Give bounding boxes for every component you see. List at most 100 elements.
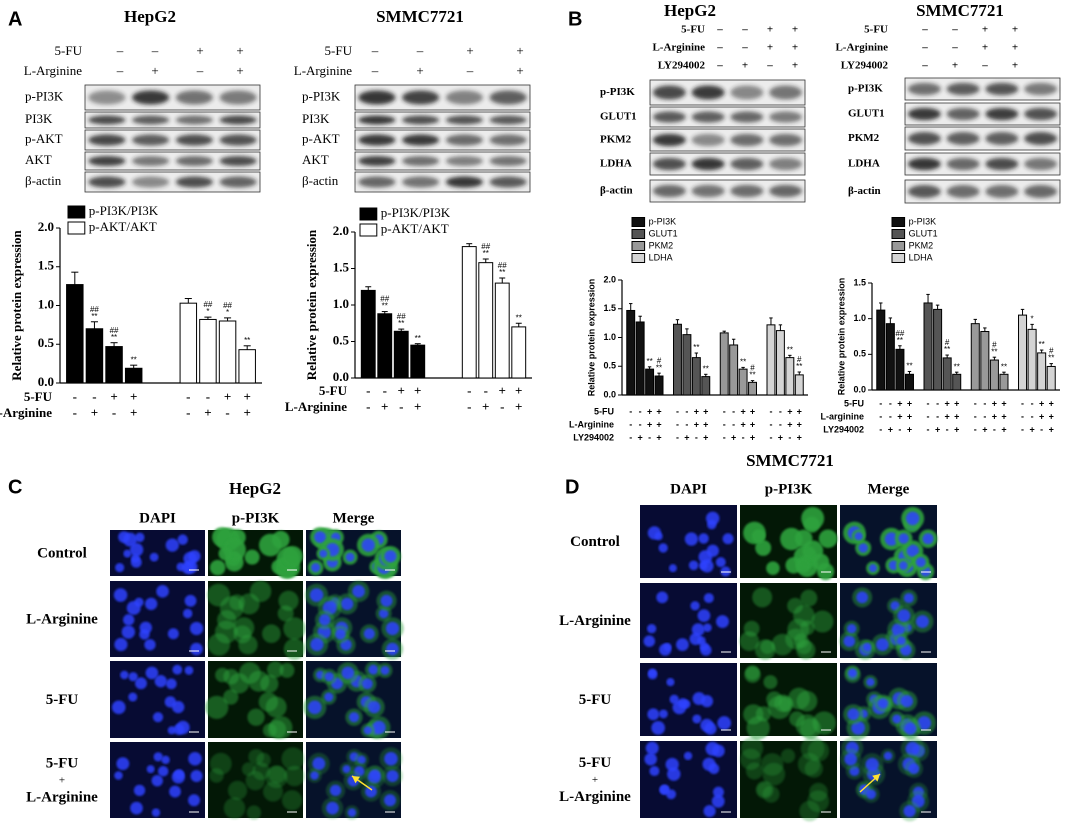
blot-band — [88, 155, 126, 167]
significance-label: ** — [906, 362, 912, 371]
y-tick-label: 0.5 — [603, 361, 616, 371]
significance-label: ** — [1048, 354, 1054, 363]
blot-band — [1024, 107, 1058, 121]
significance-label: ## — [380, 295, 389, 304]
treatment-label: L-arginine — [820, 411, 864, 421]
cytoplasm — [760, 639, 775, 655]
treatment-sign: + — [482, 399, 489, 414]
nucleus — [917, 716, 932, 730]
nucleus — [352, 585, 365, 598]
treatment-sign: – — [741, 24, 748, 36]
blot-title: HepG2 — [124, 7, 176, 26]
nucleus — [903, 593, 914, 604]
nucleus — [720, 566, 731, 577]
treatment-sign: + — [110, 389, 117, 404]
treatment-sign: + — [1029, 424, 1034, 434]
nucleus — [908, 763, 920, 775]
nucleus — [157, 766, 169, 777]
bar — [654, 375, 664, 396]
treatment-sign: + — [1001, 424, 1006, 434]
significance-label: ** — [954, 362, 960, 371]
protein-label: p-PI3K — [848, 83, 883, 95]
treatment-sign: + — [638, 432, 643, 442]
bar — [645, 368, 655, 396]
nucleus — [326, 801, 339, 815]
nucleus — [113, 588, 128, 602]
blot-band — [907, 157, 941, 171]
cytoplasm — [265, 696, 287, 718]
blot-band — [132, 134, 170, 146]
significance-label: # — [1049, 347, 1054, 356]
blot-band — [445, 90, 483, 105]
treatment-sign: - — [732, 406, 735, 416]
significance-label: ## — [90, 305, 99, 314]
treatment-sign: + — [954, 398, 959, 408]
nucleus — [342, 765, 351, 774]
y-tick-label: 1.5 — [853, 277, 866, 287]
blot-band — [489, 155, 527, 167]
blot-band — [769, 133, 803, 147]
blot-band — [946, 185, 980, 198]
blot-band — [175, 134, 213, 146]
bar — [904, 373, 914, 391]
nucleus — [167, 726, 176, 735]
treatment-sign: – — [951, 24, 958, 36]
column-header: p-PI3K — [765, 481, 813, 497]
nucleus — [357, 755, 366, 765]
nucleus — [647, 708, 660, 721]
nucleus — [668, 564, 677, 573]
significance-label: ## — [895, 329, 904, 338]
bar — [775, 330, 785, 396]
blot-band — [730, 133, 764, 147]
treatment-label: 5-FU — [24, 389, 53, 404]
cytoplasm — [804, 759, 824, 778]
nucleus — [128, 692, 138, 702]
cytoplasm — [283, 617, 306, 640]
blot-frame — [904, 126, 1061, 151]
nucleus — [904, 722, 917, 735]
nucleus — [858, 543, 868, 553]
bar — [933, 308, 943, 391]
bar — [895, 348, 905, 391]
cytoplasm — [818, 529, 838, 549]
significance-label: ## — [397, 312, 406, 321]
column-header: p-PI3K — [232, 510, 280, 526]
nucleus — [169, 785, 181, 798]
treatment-sign: – — [766, 60, 773, 72]
significance-label: ** — [516, 313, 522, 322]
nucleus — [348, 712, 360, 723]
treatment-sign: - — [723, 432, 726, 442]
cytoplasm — [795, 558, 811, 573]
treatment-sign: + — [703, 406, 708, 416]
blot-band — [358, 176, 396, 188]
nucleus — [711, 794, 725, 808]
treatment-label: 5-FU — [319, 383, 348, 398]
treatment-sign: – — [151, 43, 159, 58]
blot-band — [445, 115, 483, 125]
nucleus — [151, 808, 161, 817]
treatment-sign: - — [889, 411, 892, 421]
treatment-sign: - — [676, 419, 679, 429]
legend-swatch — [631, 253, 646, 263]
blot-band — [175, 90, 213, 105]
nucleus — [384, 751, 398, 766]
bar — [1018, 314, 1028, 391]
treatment-sign: + — [684, 432, 689, 442]
y-tick-label: 1.0 — [333, 296, 349, 311]
panel-label: B — [568, 8, 582, 30]
blot-band — [730, 85, 764, 100]
nucleus — [647, 623, 657, 634]
bar — [785, 357, 795, 396]
treatment-label: 5-FU — [325, 43, 353, 58]
treatment-sign: + — [907, 411, 912, 421]
cytoplasm — [239, 662, 261, 684]
nucleus — [146, 765, 155, 774]
nucleus — [900, 695, 914, 708]
nucleus — [190, 642, 203, 656]
treatment-sign: + — [196, 43, 203, 58]
treatment-sign: + — [750, 432, 755, 442]
significance-label: ** — [131, 355, 137, 364]
nucleus — [380, 665, 390, 675]
legend-swatch — [891, 241, 906, 251]
significance-label: ** — [693, 343, 699, 352]
